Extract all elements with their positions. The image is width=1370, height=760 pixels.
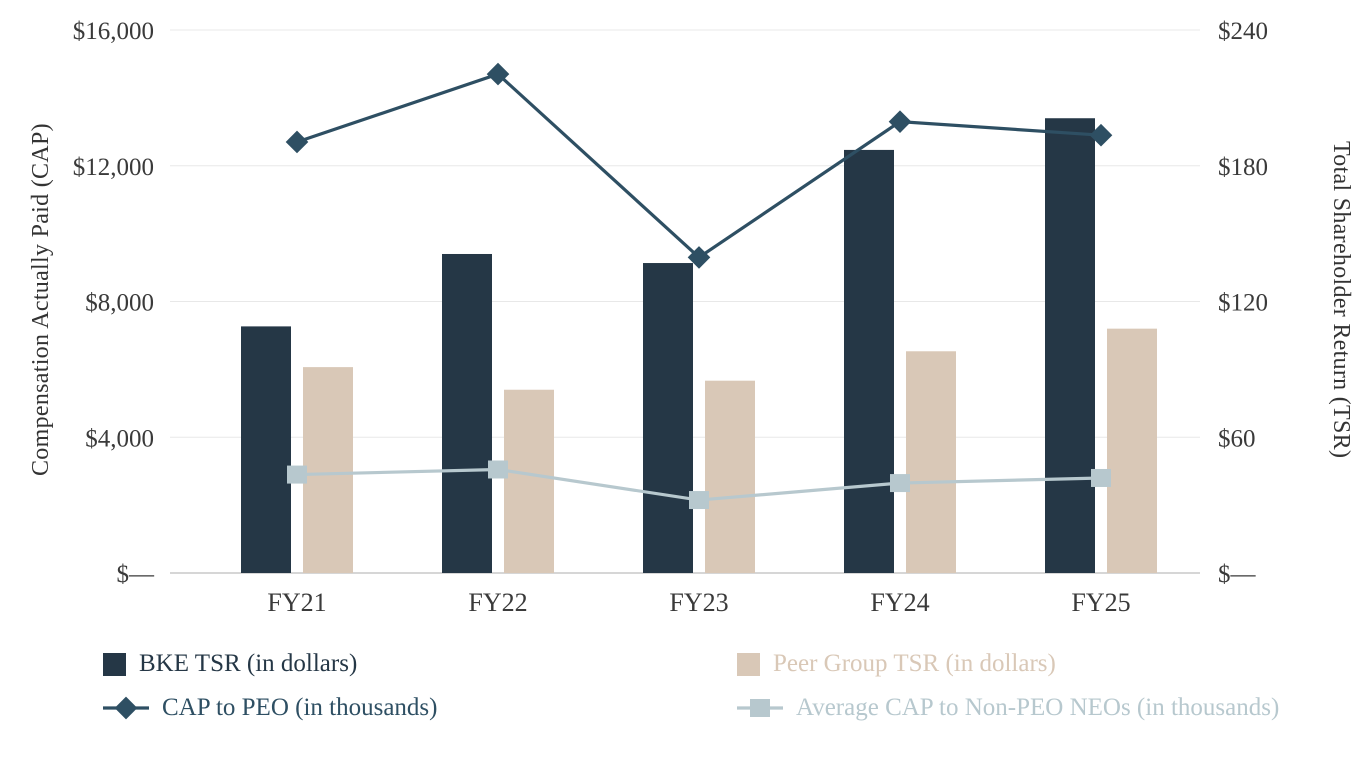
legend-item-bke-tsr: BKE TSR (in dollars) xyxy=(103,650,737,678)
bar-bke-fy25 xyxy=(1045,118,1095,574)
bar-peer-fy24 xyxy=(906,351,956,573)
x-axis-label: FY25 xyxy=(1071,588,1130,617)
right-axis-tick: $180 xyxy=(1218,154,1268,181)
square-marker xyxy=(1091,468,1111,487)
legend-label: Peer Group TSR (in dollars) xyxy=(773,650,1056,677)
right-axis-tick: $240 xyxy=(1218,18,1268,45)
chart-canvas: $16,000 $240 $12,000 $180 $8,000 $120 $4,000 $6… xyxy=(73,18,1268,617)
left-axis-tick: $— xyxy=(117,561,156,588)
legend-item-cap-to-peo: CAP to PEO (in thousands) xyxy=(103,694,737,722)
diamond-marker xyxy=(285,130,309,154)
left-axis-tick: $12,000 xyxy=(73,154,154,181)
square-marker xyxy=(689,491,709,510)
left-axis-tick: $4,000 xyxy=(85,425,154,452)
legend: BKE TSR (in dollars) Peer Group TSR (in … xyxy=(103,650,1279,722)
diamond-line-icon xyxy=(103,696,149,720)
bke-tsr-swatch-icon xyxy=(103,652,126,676)
square-marker xyxy=(890,474,910,493)
x-axis-label: FY24 xyxy=(870,588,929,617)
left-axis-tick: $8,000 xyxy=(85,290,154,317)
bar-peer-fy22 xyxy=(504,389,554,573)
bar-peer-fy23 xyxy=(705,380,755,573)
right-axis-title: Total Shareholder Return (TSR) xyxy=(1328,141,1354,459)
legend-item-peer-group-tsr: Peer Group TSR (in dollars) xyxy=(737,650,1279,678)
legend-label: CAP to PEO (in thousands) xyxy=(162,694,438,721)
left-axis-tick: $16,000 xyxy=(73,18,154,45)
square-line-icon xyxy=(737,699,783,717)
x-axis-label: FY23 xyxy=(669,588,728,617)
right-axis-tick: $— xyxy=(1218,561,1257,588)
diamond-marker xyxy=(486,62,510,86)
legend-item-avg-cap-non-peo: Average CAP to Non-PEO NEOs (in thousand… xyxy=(737,694,1279,722)
legend-label: Average CAP to Non-PEO NEOs (in thousand… xyxy=(796,694,1280,721)
bar-bke-fy21 xyxy=(241,326,291,573)
legend-label: BKE TSR (in dollars) xyxy=(139,650,358,677)
peer-group-tsr-swatch-icon xyxy=(737,652,760,676)
right-axis-tick: $60 xyxy=(1218,425,1256,452)
square-marker xyxy=(488,460,508,479)
bar-bke-fy24 xyxy=(844,149,894,573)
right-axis-tick: $120 xyxy=(1218,290,1268,317)
bar-peer-fy21 xyxy=(303,367,353,573)
x-axis-label: FY21 xyxy=(267,588,326,617)
bar-bke-fy23 xyxy=(643,263,693,573)
square-marker xyxy=(287,465,307,484)
x-axis-label: FY22 xyxy=(468,588,527,617)
bar-peer-fy25 xyxy=(1107,328,1157,573)
diamond-marker xyxy=(888,110,912,133)
bar-bke-fy22 xyxy=(442,253,492,574)
